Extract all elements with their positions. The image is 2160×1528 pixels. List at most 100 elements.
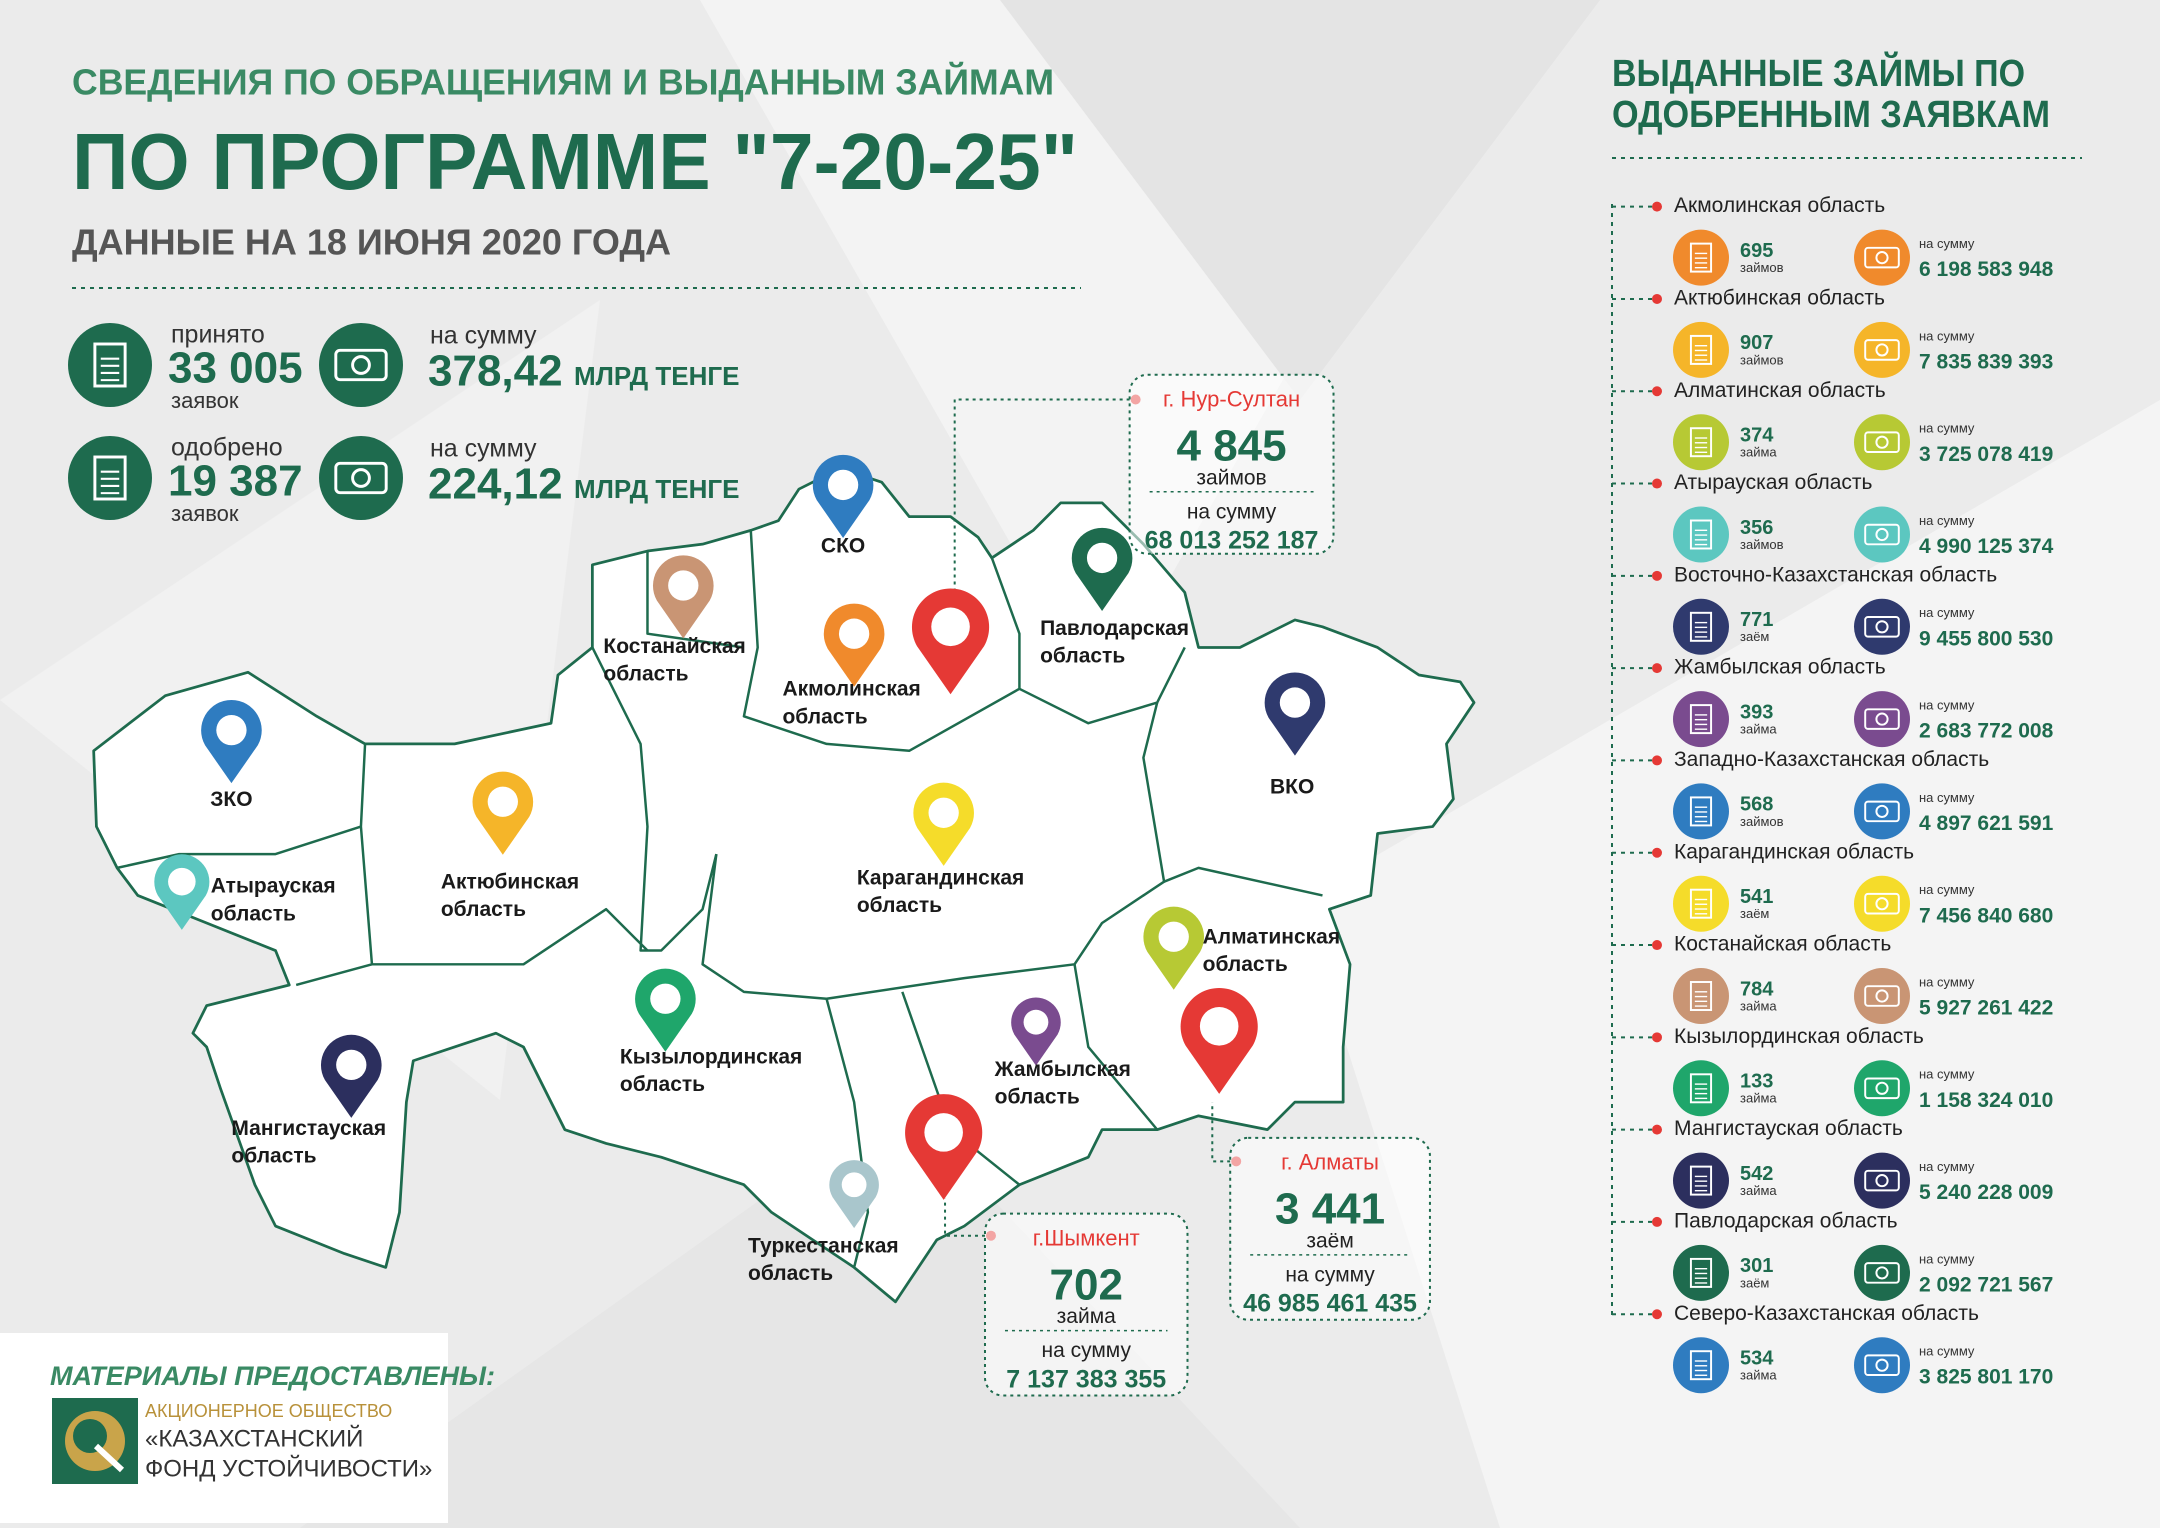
money-icon — [1854, 875, 1910, 932]
region-pin-hole — [650, 983, 681, 1014]
document-icon-sheet — [1689, 1257, 1713, 1288]
org-name: АКЦИОНЕРНОЕ ОБЩЕСТВО — [145, 1401, 392, 1421]
region-sum-label: на сумму — [1919, 882, 1975, 897]
money-icon-note — [334, 348, 388, 382]
callout-connector — [944, 1198, 985, 1237]
money-icon-coin — [351, 355, 371, 375]
money-icon-note — [1864, 616, 1900, 638]
list-dot — [1652, 1032, 1662, 1043]
subtitle: СВЕДЕНИЯ ПО ОБРАЩЕНИЯМ И ВЫДАННЫМ ЗАЙМАМ — [72, 61, 1054, 103]
money-icon-coin — [351, 468, 371, 488]
region-count: 771 — [1740, 609, 1773, 631]
region-count: 695 — [1740, 240, 1773, 262]
region-label: СКО — [821, 534, 865, 557]
money-icon-coin — [1875, 435, 1889, 449]
region-label: область — [231, 1145, 316, 1168]
money-icon — [1854, 968, 1910, 1025]
region-count: 784 — [1740, 978, 1774, 1000]
money-icon — [1854, 1060, 1910, 1117]
region-label: область — [1040, 645, 1125, 668]
callout-box — [983, 1212, 1189, 1397]
city-name: г. Нур-Султан — [1163, 387, 1300, 412]
region-name: Алматинская область — [1674, 379, 1886, 402]
region-sum-label: на сумму — [1919, 974, 1975, 989]
list-dot — [1652, 1309, 1662, 1320]
money-icon — [1854, 414, 1910, 471]
document-icon-sheet — [1689, 704, 1713, 735]
money-icon — [319, 436, 403, 520]
region-unit: займов — [1740, 352, 1784, 367]
region-sum: 5 927 261 422 — [1919, 997, 2053, 1020]
region-name: Восточно-Казахстанская область — [1674, 563, 1997, 586]
region-unit: займа — [1740, 722, 1777, 737]
org-name: «КАЗАХСТАНСКИЙ — [145, 1424, 363, 1452]
region-label: Атырауская — [211, 875, 336, 898]
title: ПО ПРОГРАММЕ "7-20-25" — [72, 117, 1078, 206]
list-title: ВЫДАННЫЕ ЗАЙМЫ ПО — [1612, 50, 2025, 95]
region-pin-hole — [1158, 921, 1189, 952]
document-icon-sheet — [1689, 519, 1713, 550]
region-sum-label: на сумму — [1919, 790, 1975, 805]
region-label: Мангистауская — [231, 1117, 386, 1140]
region-pin-hole — [216, 714, 247, 746]
footer-caption: МАТЕРИАЛЫ ПРЕДОСТАВЛЕНЫ: — [50, 1361, 495, 1391]
summary-count: 19 387 — [168, 457, 303, 506]
region-border — [522, 1046, 566, 1131]
callout-box — [1128, 373, 1335, 555]
money-icon — [1854, 1244, 1910, 1301]
region-sum: 4 897 621 591 — [1919, 812, 2054, 835]
region-name: Актюбинская область — [1674, 286, 1885, 309]
list-dot — [1652, 1216, 1662, 1227]
region-pin-hole — [336, 1049, 367, 1081]
region-pin-hole — [668, 570, 699, 601]
region-border — [591, 646, 718, 952]
region-border — [116, 825, 362, 870]
region-name: Кызылординская область — [1674, 1025, 1924, 1048]
region-unit: займа — [1740, 1368, 1777, 1383]
money-icon-coin — [1875, 1358, 1889, 1372]
city-name: г.Шымкент — [1033, 1225, 1140, 1250]
region-count: 393 — [1740, 701, 1773, 723]
region-border — [371, 907, 649, 966]
region-pin-hole — [1279, 687, 1311, 718]
region-unit: займа — [1740, 1183, 1777, 1198]
list-dot — [1652, 755, 1662, 766]
region-sum: 3 825 801 170 — [1919, 1366, 2053, 1389]
money-icon-note — [1864, 1262, 1900, 1284]
region-label: область — [748, 1262, 833, 1285]
region-label: область — [441, 898, 526, 921]
money-icon-note — [1864, 892, 1900, 915]
summary-unit: заявок — [171, 501, 239, 526]
region-count: 534 — [1740, 1347, 1774, 1369]
region-label: область — [857, 894, 942, 917]
background-shape — [1300, 400, 2160, 1528]
region-sum-label: на сумму — [1919, 1159, 1975, 1174]
region-label: ВКО — [1270, 776, 1314, 799]
region-label: Жамбылская — [994, 1058, 1131, 1081]
money-icon-coin — [1875, 897, 1889, 911]
city-count: 3 441 — [1275, 1185, 1385, 1234]
region-name: Северо-Казахстанская область — [1674, 1302, 1979, 1325]
region-label: область — [995, 1085, 1080, 1108]
document-icon-sheet — [1689, 1165, 1713, 1196]
money-icon — [1854, 321, 1910, 378]
region-label: область — [782, 705, 867, 728]
money-icon-note — [1864, 339, 1900, 361]
region-name: Костанайская область — [1674, 933, 1891, 956]
money-icon-coin — [1875, 343, 1889, 357]
logo-stroke — [93, 1443, 125, 1473]
money-icon — [1854, 1152, 1910, 1209]
region-count: 301 — [1740, 1255, 1773, 1277]
money-icon — [1854, 1337, 1910, 1394]
money-icon-note — [1864, 431, 1900, 453]
money-icon — [1854, 229, 1910, 286]
region-count: 133 — [1740, 1071, 1773, 1093]
region-name: Акмолинская область — [1674, 194, 1885, 217]
region-name: Павлодарская область — [1674, 1209, 1898, 1232]
document-icon-sheet — [1689, 1350, 1713, 1381]
region-name: Жамбылская область — [1674, 656, 1886, 679]
region-borders — [116, 530, 1323, 1268]
money-icon-note — [1864, 708, 1900, 730]
callout-box — [1229, 1136, 1431, 1321]
money-icon-coin — [1875, 251, 1889, 265]
